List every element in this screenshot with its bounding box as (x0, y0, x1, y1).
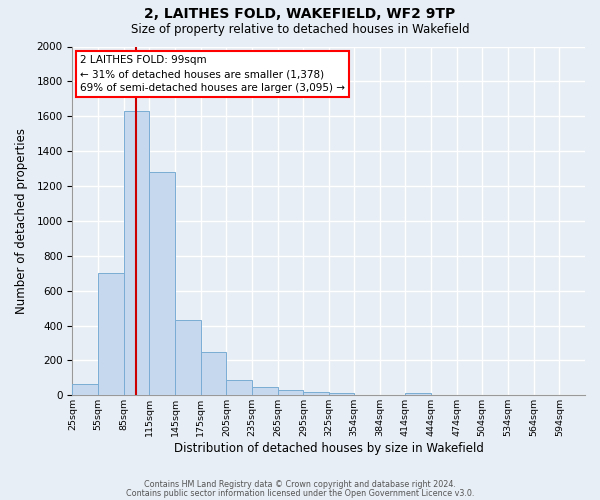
Text: Contains HM Land Registry data © Crown copyright and database right 2024.: Contains HM Land Registry data © Crown c… (144, 480, 456, 489)
Text: Contains public sector information licensed under the Open Government Licence v3: Contains public sector information licen… (126, 488, 474, 498)
Bar (73, 384, 98, 396)
Bar (304, 392, 329, 396)
Text: 2 LAITHES FOLD: 99sqm
← 31% of detached houses are smaller (1,378)
69% of semi-d: 2 LAITHES FOLD: 99sqm ← 31% of detached … (80, 55, 345, 93)
Y-axis label: Number of detached properties: Number of detached properties (15, 128, 28, 314)
Bar (149, 172, 175, 396)
Bar (98, 273, 124, 396)
Bar (200, 352, 226, 396)
Bar (329, 392, 354, 396)
Bar (252, 386, 278, 396)
Text: Size of property relative to detached houses in Wakefield: Size of property relative to detached ho… (131, 22, 469, 36)
X-axis label: Distribution of detached houses by size in Wakefield: Distribution of detached houses by size … (174, 442, 484, 455)
Text: 2, LAITHES FOLD, WAKEFIELD, WF2 9TP: 2, LAITHES FOLD, WAKEFIELD, WF2 9TP (145, 8, 455, 22)
Bar (278, 390, 304, 396)
Bar (405, 392, 431, 396)
Bar (175, 320, 200, 396)
Bar (226, 380, 252, 396)
Bar (124, 111, 149, 396)
